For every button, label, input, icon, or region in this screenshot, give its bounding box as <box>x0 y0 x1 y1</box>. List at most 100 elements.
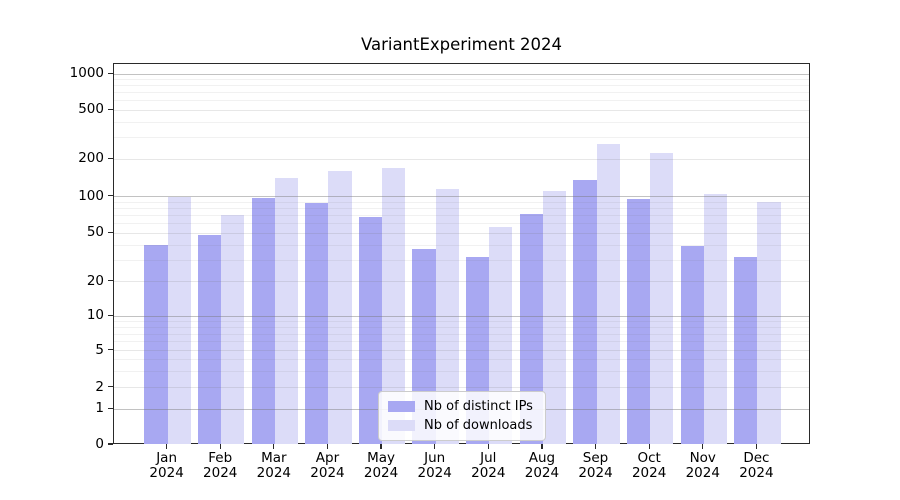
x-tick-label: Dec 2024 <box>726 451 786 481</box>
y-tick-label: 2 <box>95 378 104 395</box>
x-tick-year: 2024 <box>685 465 720 481</box>
x-tick-mark <box>166 444 168 449</box>
minor-gridline <box>114 121 809 123</box>
bar-downloads-apr <box>328 171 352 444</box>
y-tick-label: 10 <box>86 307 104 324</box>
x-tick-month: Jun <box>424 450 446 466</box>
x-tick-mark <box>702 444 704 449</box>
minor-gridline <box>114 214 809 216</box>
minor-gridline <box>114 341 809 343</box>
gridline <box>114 232 809 234</box>
x-tick-label: Sep 2024 <box>566 451 626 481</box>
gridline <box>114 109 809 111</box>
y-tick-mark <box>108 407 113 409</box>
y-tick-mark <box>108 443 113 445</box>
y-tick-label: 200 <box>78 150 104 167</box>
x-tick-month: Nov <box>689 450 716 466</box>
legend-item-downloads: Nb of downloads <box>388 416 536 435</box>
x-tick-label: Aug 2024 <box>512 451 572 481</box>
x-tick-year: 2024 <box>203 465 238 481</box>
x-tick-mark <box>326 444 329 449</box>
minor-gridline <box>114 92 809 94</box>
minor-gridline <box>114 370 809 372</box>
x-tick-mark <box>594 444 597 449</box>
x-tick-mark <box>648 444 650 449</box>
x-tick-month: Jan <box>156 450 178 466</box>
legend-item-distinct-ips: Nb of distinct IPs <box>388 397 536 416</box>
x-tick-mark <box>273 444 275 449</box>
major-gridline <box>114 196 809 198</box>
bar-distinct-ips-dec <box>734 256 758 444</box>
y-tick-label: 50 <box>86 224 104 241</box>
x-tick-year: 2024 <box>739 465 774 481</box>
x-tick-mark <box>487 444 489 449</box>
y-tick-mark <box>108 194 113 197</box>
bar-downloads-nov <box>703 193 727 444</box>
y-tick-label: 5 <box>95 341 104 358</box>
x-tick-month: Aug <box>528 450 556 466</box>
minor-gridline <box>114 327 809 329</box>
gridline <box>114 387 809 389</box>
minor-gridline <box>114 244 809 246</box>
y-tick-label: 0 <box>95 436 104 452</box>
bar-distinct-ips-feb <box>198 235 222 444</box>
major-gridline <box>114 73 809 75</box>
legend-swatch-downloads <box>388 420 415 431</box>
x-tick-year: 2024 <box>256 465 292 481</box>
x-tick-month: Jul <box>480 450 497 466</box>
minor-gridline <box>114 333 809 335</box>
bar-downloads-may <box>382 167 406 444</box>
y-tick-label: 1000 <box>69 65 104 82</box>
minor-gridline <box>114 85 809 87</box>
x-tick-year: 2024 <box>578 465 613 481</box>
minor-gridline <box>114 79 809 81</box>
x-tick-mark <box>380 444 382 449</box>
gridline <box>114 350 809 352</box>
chart-title: VariantExperiment 2024 <box>360 35 563 54</box>
y-tick-label: 500 <box>78 101 104 118</box>
y-tick-label: 1 <box>95 400 104 417</box>
bar-distinct-ips-sep <box>573 180 597 444</box>
y-tick-mark <box>108 349 113 351</box>
y-tick-mark <box>108 108 113 110</box>
x-tick-month: Sep <box>582 450 609 466</box>
x-tick-mark <box>541 444 543 449</box>
minor-gridline <box>114 321 809 323</box>
x-tick-year: 2024 <box>631 465 667 481</box>
bar-distinct-ips-may <box>358 216 383 444</box>
minor-gridline <box>114 207 809 209</box>
legend-label-distinct-ips: Nb of distinct IPs <box>424 399 533 414</box>
x-tick-label: May 2024 <box>351 451 411 481</box>
bar-downloads-sep <box>596 144 620 444</box>
bar-downloads-jul <box>489 227 513 444</box>
minor-gridline <box>114 201 809 203</box>
x-tick-label: Jun 2024 <box>405 451 465 481</box>
y-tick-label: 20 <box>86 272 104 289</box>
x-tick-month: May <box>367 450 396 466</box>
x-tick-label: Mar 2024 <box>244 451 304 481</box>
bar-downloads-jun <box>435 189 459 444</box>
x-tick-month: Apr <box>315 450 340 466</box>
x-tick-year: 2024 <box>310 465 345 481</box>
x-tick-mark <box>434 444 436 449</box>
x-tick-year: 2024 <box>417 465 452 481</box>
x-tick-label: Jul 2024 <box>458 451 518 481</box>
gridline <box>114 281 809 283</box>
x-tick-year: 2024 <box>363 465 399 481</box>
x-tick-year: 2024 <box>524 465 560 481</box>
y-tick-mark <box>108 157 113 159</box>
bar-distinct-ips-apr <box>305 202 329 444</box>
x-tick-year: 2024 <box>471 465 506 481</box>
x-tick-year: 2024 <box>149 465 184 481</box>
y-tick-mark <box>108 231 113 233</box>
minor-gridline <box>114 359 809 361</box>
minor-gridline <box>114 100 809 102</box>
legend: Nb of distinct IPs Nb of downloads <box>378 391 546 441</box>
major-gridline <box>114 315 809 317</box>
x-tick-month: Oct <box>637 450 661 466</box>
x-tick-label: Oct 2024 <box>619 451 679 481</box>
minor-gridline <box>114 137 809 139</box>
x-tick-month: Mar <box>261 450 287 466</box>
bar-distinct-ips-nov <box>680 246 704 444</box>
